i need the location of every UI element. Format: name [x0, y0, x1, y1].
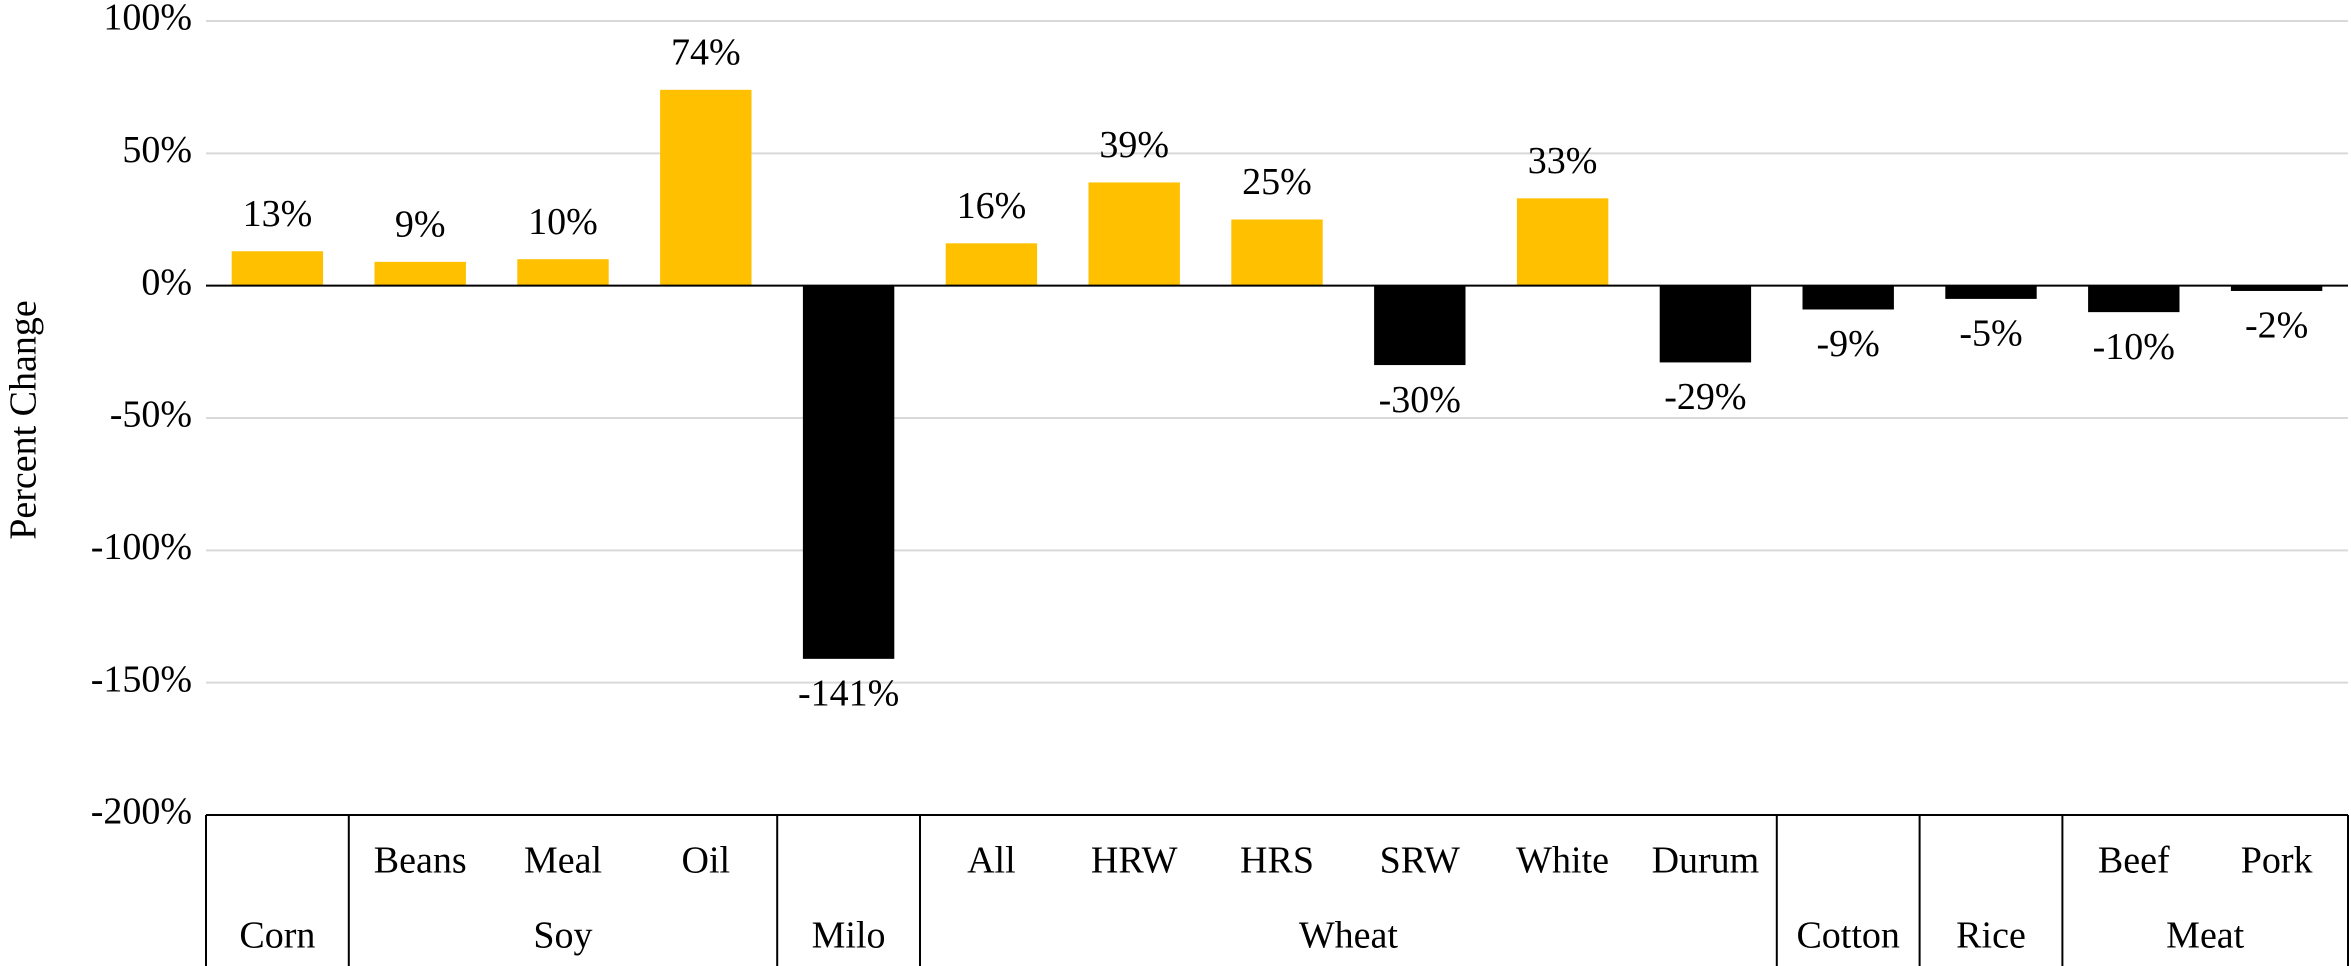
y-tick-label: 50% — [122, 129, 192, 171]
x-tick-label: HRW — [1091, 840, 1178, 882]
bar — [2230, 285, 2323, 291]
value-label: 39% — [1099, 124, 1169, 166]
group-label: Cotton — [1796, 915, 1899, 957]
value-label: 25% — [1242, 161, 1312, 203]
x-tick-label: Meal — [524, 840, 602, 882]
bar — [1659, 285, 1752, 363]
bar — [1945, 285, 2037, 299]
x-tick-label: Pork — [2241, 840, 2313, 882]
x-tick-label: Beef — [2098, 840, 2170, 882]
value-label: -2% — [2245, 305, 2308, 347]
y-tick-label: 100% — [103, 0, 192, 39]
x-tick-label: Beans — [374, 840, 467, 882]
group-label: Rice — [1956, 915, 2026, 957]
bar — [517, 259, 609, 286]
value-label: -29% — [1664, 376, 1746, 418]
value-label: 9% — [395, 204, 446, 246]
value-label: 16% — [957, 185, 1027, 227]
bar — [231, 251, 324, 286]
value-label: 33% — [1528, 140, 1598, 182]
x-tick-label: Durum — [1652, 840, 1760, 882]
bar — [945, 243, 1038, 286]
y-tick-label: -100% — [91, 526, 192, 568]
bar — [374, 261, 466, 286]
x-tick-label: HRS — [1240, 840, 1314, 882]
value-label: -5% — [1959, 313, 2022, 355]
value-label: -10% — [2093, 326, 2175, 368]
y-tick-label: -200% — [91, 791, 192, 833]
y-axis-label: Percent Change — [3, 300, 45, 540]
bar — [2088, 285, 2180, 313]
bar — [660, 89, 752, 286]
bar — [1802, 285, 1894, 310]
value-label: -30% — [1379, 379, 1461, 421]
value-label: 74% — [671, 32, 741, 74]
bar — [1088, 182, 1180, 286]
value-label: 13% — [243, 193, 313, 235]
value-label: 10% — [528, 201, 598, 243]
group-label: Soy — [533, 915, 592, 957]
x-tick-label: All — [967, 840, 1016, 882]
x-tick-label: Oil — [682, 840, 731, 882]
group-label: Corn — [239, 915, 315, 957]
group-label: Milo — [812, 915, 886, 957]
bar — [1374, 285, 1466, 366]
value-label: -9% — [1817, 323, 1880, 365]
x-tick-label: White — [1516, 840, 1609, 882]
bar — [1231, 219, 1323, 286]
bar — [1516, 198, 1609, 286]
group-label: Meat — [2166, 915, 2245, 957]
y-tick-label: 0% — [141, 261, 192, 303]
group-label: Wheat — [1299, 915, 1399, 957]
y-tick-label: -150% — [91, 658, 192, 700]
bar — [802, 285, 895, 659]
y-tick-label: -50% — [110, 394, 192, 436]
value-label: -141% — [798, 673, 899, 715]
x-tick-label: SRW — [1380, 840, 1460, 882]
